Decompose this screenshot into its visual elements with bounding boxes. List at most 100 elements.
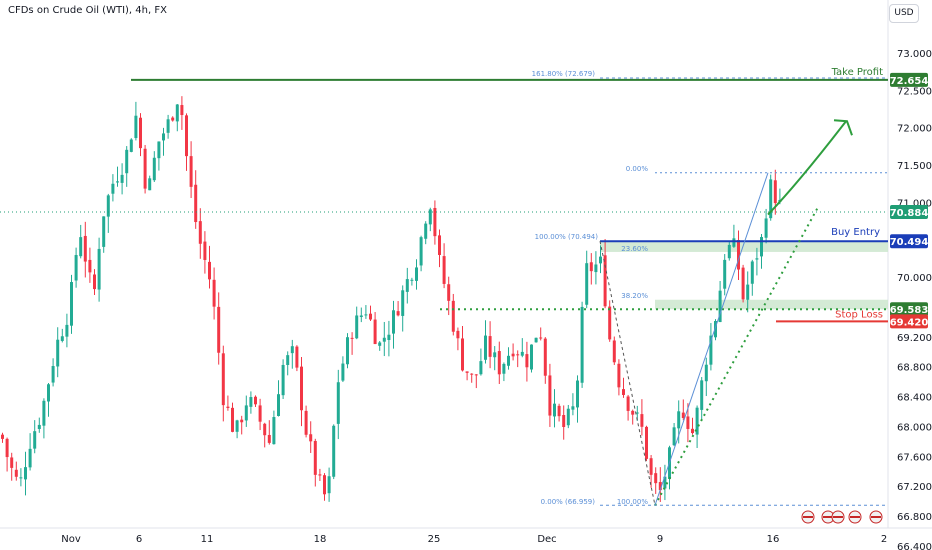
candle-body xyxy=(166,119,170,133)
candle-body xyxy=(221,353,225,406)
candle-body xyxy=(755,258,759,260)
candle-body xyxy=(309,434,313,442)
fib-level-label: 0.00% xyxy=(626,165,649,173)
candle-body xyxy=(727,244,731,259)
candle-body xyxy=(355,315,359,339)
candle-body xyxy=(203,241,207,260)
candle-body xyxy=(249,397,253,407)
candle-body xyxy=(553,403,556,417)
candle-body xyxy=(217,306,221,353)
candle-body xyxy=(106,195,110,217)
candle-body xyxy=(304,410,308,435)
candle-body xyxy=(479,361,483,375)
candle-body xyxy=(493,352,497,358)
candle-body xyxy=(534,337,538,343)
candle-body xyxy=(603,255,607,307)
candle-body xyxy=(516,354,520,356)
candle-body xyxy=(185,115,188,157)
candle-body xyxy=(718,290,722,323)
candle-body xyxy=(277,394,280,417)
candle-body xyxy=(56,339,60,367)
candle-body xyxy=(240,419,244,423)
candle-body xyxy=(42,400,46,426)
candle-body xyxy=(539,337,543,339)
time-axis: Nov 6 11 18 25 Dec 9 16 2 xyxy=(61,534,887,545)
candle-body xyxy=(180,105,184,116)
fib-level-label: 100.00% (70.494) xyxy=(535,233,599,241)
candle-body xyxy=(484,335,487,360)
currency-button[interactable]: USD xyxy=(889,4,919,23)
candle-body xyxy=(617,363,621,388)
price-badge-label: 69.583 xyxy=(890,305,929,316)
candle-body xyxy=(323,475,326,495)
price-badge-label: 70.884 xyxy=(890,208,929,219)
candle-body xyxy=(769,179,773,219)
candle-body xyxy=(741,267,745,300)
candle-body xyxy=(327,476,331,494)
stop-loss-label: Stop Loss xyxy=(835,309,883,320)
candle-body xyxy=(640,414,644,427)
candle-body xyxy=(14,469,18,477)
candle-body xyxy=(497,351,501,375)
candle-body xyxy=(33,431,37,449)
candle-body xyxy=(557,405,561,417)
time-tick-label: 16 xyxy=(767,534,780,545)
currency-flags xyxy=(801,510,883,524)
fib-connector xyxy=(599,241,656,506)
price-tick-label: 68.000 xyxy=(897,422,932,433)
candle-body xyxy=(723,259,727,289)
price-tick-label: 69.200 xyxy=(897,333,932,344)
candle-body xyxy=(649,458,653,475)
time-tick-label: 6 xyxy=(136,534,142,545)
candle-body xyxy=(626,396,630,411)
candle-body xyxy=(764,218,768,238)
candle-body xyxy=(410,279,414,281)
chart-title: CFDs on Crude Oil (WTI), 4h, FX xyxy=(8,5,167,16)
candle-body xyxy=(658,482,662,491)
candle-body xyxy=(152,157,156,181)
candle-body xyxy=(438,235,441,255)
candle-body xyxy=(520,351,524,356)
candle-body xyxy=(419,237,423,266)
fib-level-label: 0.00% (66.959) xyxy=(541,498,596,506)
candle-body xyxy=(677,411,681,429)
candle-body xyxy=(231,407,234,432)
candle-body xyxy=(359,315,363,318)
candle-body xyxy=(120,174,124,183)
fib-zones xyxy=(600,241,888,310)
candle-body xyxy=(714,321,717,338)
candle-body xyxy=(318,474,322,476)
candle-body xyxy=(451,300,455,332)
candle-body xyxy=(143,148,147,189)
candle-body xyxy=(562,415,566,428)
price-tick-label: 71.000 xyxy=(897,198,932,209)
candle-body xyxy=(589,262,593,272)
time-tick-label: 2 xyxy=(881,534,887,545)
candle-body xyxy=(19,477,23,479)
candle-body xyxy=(10,457,14,468)
time-tick-label: 9 xyxy=(657,534,663,545)
candle-body xyxy=(415,267,418,281)
candle-body xyxy=(47,384,50,402)
candle-body xyxy=(125,149,129,174)
price-tick-label: 70.000 xyxy=(897,273,932,284)
price-badge xyxy=(890,302,928,317)
candle-body xyxy=(691,428,694,434)
candle-body xyxy=(387,334,391,340)
candle-body xyxy=(746,284,750,300)
candle-body xyxy=(511,353,515,357)
candle-body xyxy=(571,406,575,410)
candle-body xyxy=(695,407,699,435)
candle-body xyxy=(405,279,409,292)
candle-body xyxy=(336,382,340,424)
price-badge xyxy=(890,205,928,220)
candle-body xyxy=(474,374,478,376)
candle-body xyxy=(543,338,547,376)
candle-body xyxy=(254,396,257,405)
arrow-head-icon xyxy=(833,119,853,136)
price-badge-label: 69.420 xyxy=(890,317,929,328)
fib-level-label: 100.00% xyxy=(617,498,648,506)
fib-level-label: 38.20% xyxy=(621,292,648,300)
candle-body xyxy=(566,408,570,426)
